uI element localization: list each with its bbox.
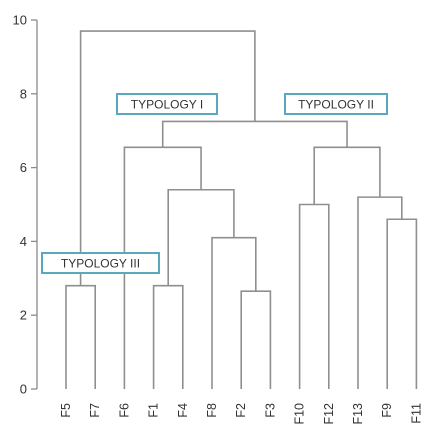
leaf-label-f5: F5 — [59, 403, 73, 418]
dendrogram-link-m7 — [386, 218, 418, 389]
dendrogram-link-m3 — [152, 284, 184, 389]
dendrogram-link-m11 — [161, 120, 348, 148]
leaf-label-f9: F9 — [380, 403, 394, 418]
typology-box-typology-i: TYPOLOGY I — [116, 93, 218, 115]
typology-box-typology-iii: TYPOLOGY III — [41, 252, 160, 274]
typology-box-frame — [116, 93, 218, 115]
leaf-label-f7: F7 — [88, 403, 102, 418]
leaf-label-f11: F11 — [409, 403, 423, 424]
y-tick-label: 6 — [20, 160, 27, 175]
typology-box-frame — [284, 93, 388, 115]
leaf-label-f12: F12 — [322, 403, 336, 425]
dendrogram-link-m4 — [211, 236, 257, 389]
y-tick-label: 2 — [20, 308, 27, 323]
typology-annotations: TYPOLOGY I TYPOLOGY II TYPOLOGY III — [41, 93, 388, 274]
dendrogram-branches — [65, 30, 418, 389]
leaf-label-f3: F3 — [263, 403, 277, 418]
dendrogram-link-m9 — [298, 203, 330, 389]
leaf-label-f8: F8 — [205, 403, 219, 418]
y-tick-label: 0 — [20, 382, 27, 397]
leaf-labels: F5 F7 F6 F1 F4 F8 F2 F3 F10 F12 F13 F9 F11 — [59, 403, 423, 425]
leaf-label-f4: F4 — [176, 403, 190, 418]
y-tick-label: 10 — [13, 13, 27, 28]
y-tick-label: 4 — [20, 234, 27, 249]
typology-box-frame — [41, 252, 160, 274]
dendrogram-link-m12 — [79, 30, 256, 286]
leaf-label-f2: F2 — [234, 403, 248, 418]
leaf-label-f6: F6 — [117, 403, 131, 418]
typology-label: TYPOLOGY III — [61, 256, 140, 270]
dendrogram-link-m2 — [240, 290, 272, 389]
leaf-label-f1: F1 — [147, 403, 161, 418]
typology-label: TYPOLOGY II — [298, 97, 374, 111]
leaf-label-f13: F13 — [351, 403, 365, 425]
typology-label: TYPOLOGY I — [131, 97, 203, 111]
y-axis: 0 2 4 6 8 10 — [13, 13, 38, 397]
dendrogram-link-m10 — [313, 146, 381, 205]
leaf-label-f10: F10 — [293, 403, 307, 425]
dendrogram-link-m8 — [357, 196, 403, 389]
y-tick-label: 8 — [20, 86, 27, 101]
dendrogram-link-m1 — [65, 284, 96, 389]
typology-box-typology-ii: TYPOLOGY II — [284, 93, 388, 115]
